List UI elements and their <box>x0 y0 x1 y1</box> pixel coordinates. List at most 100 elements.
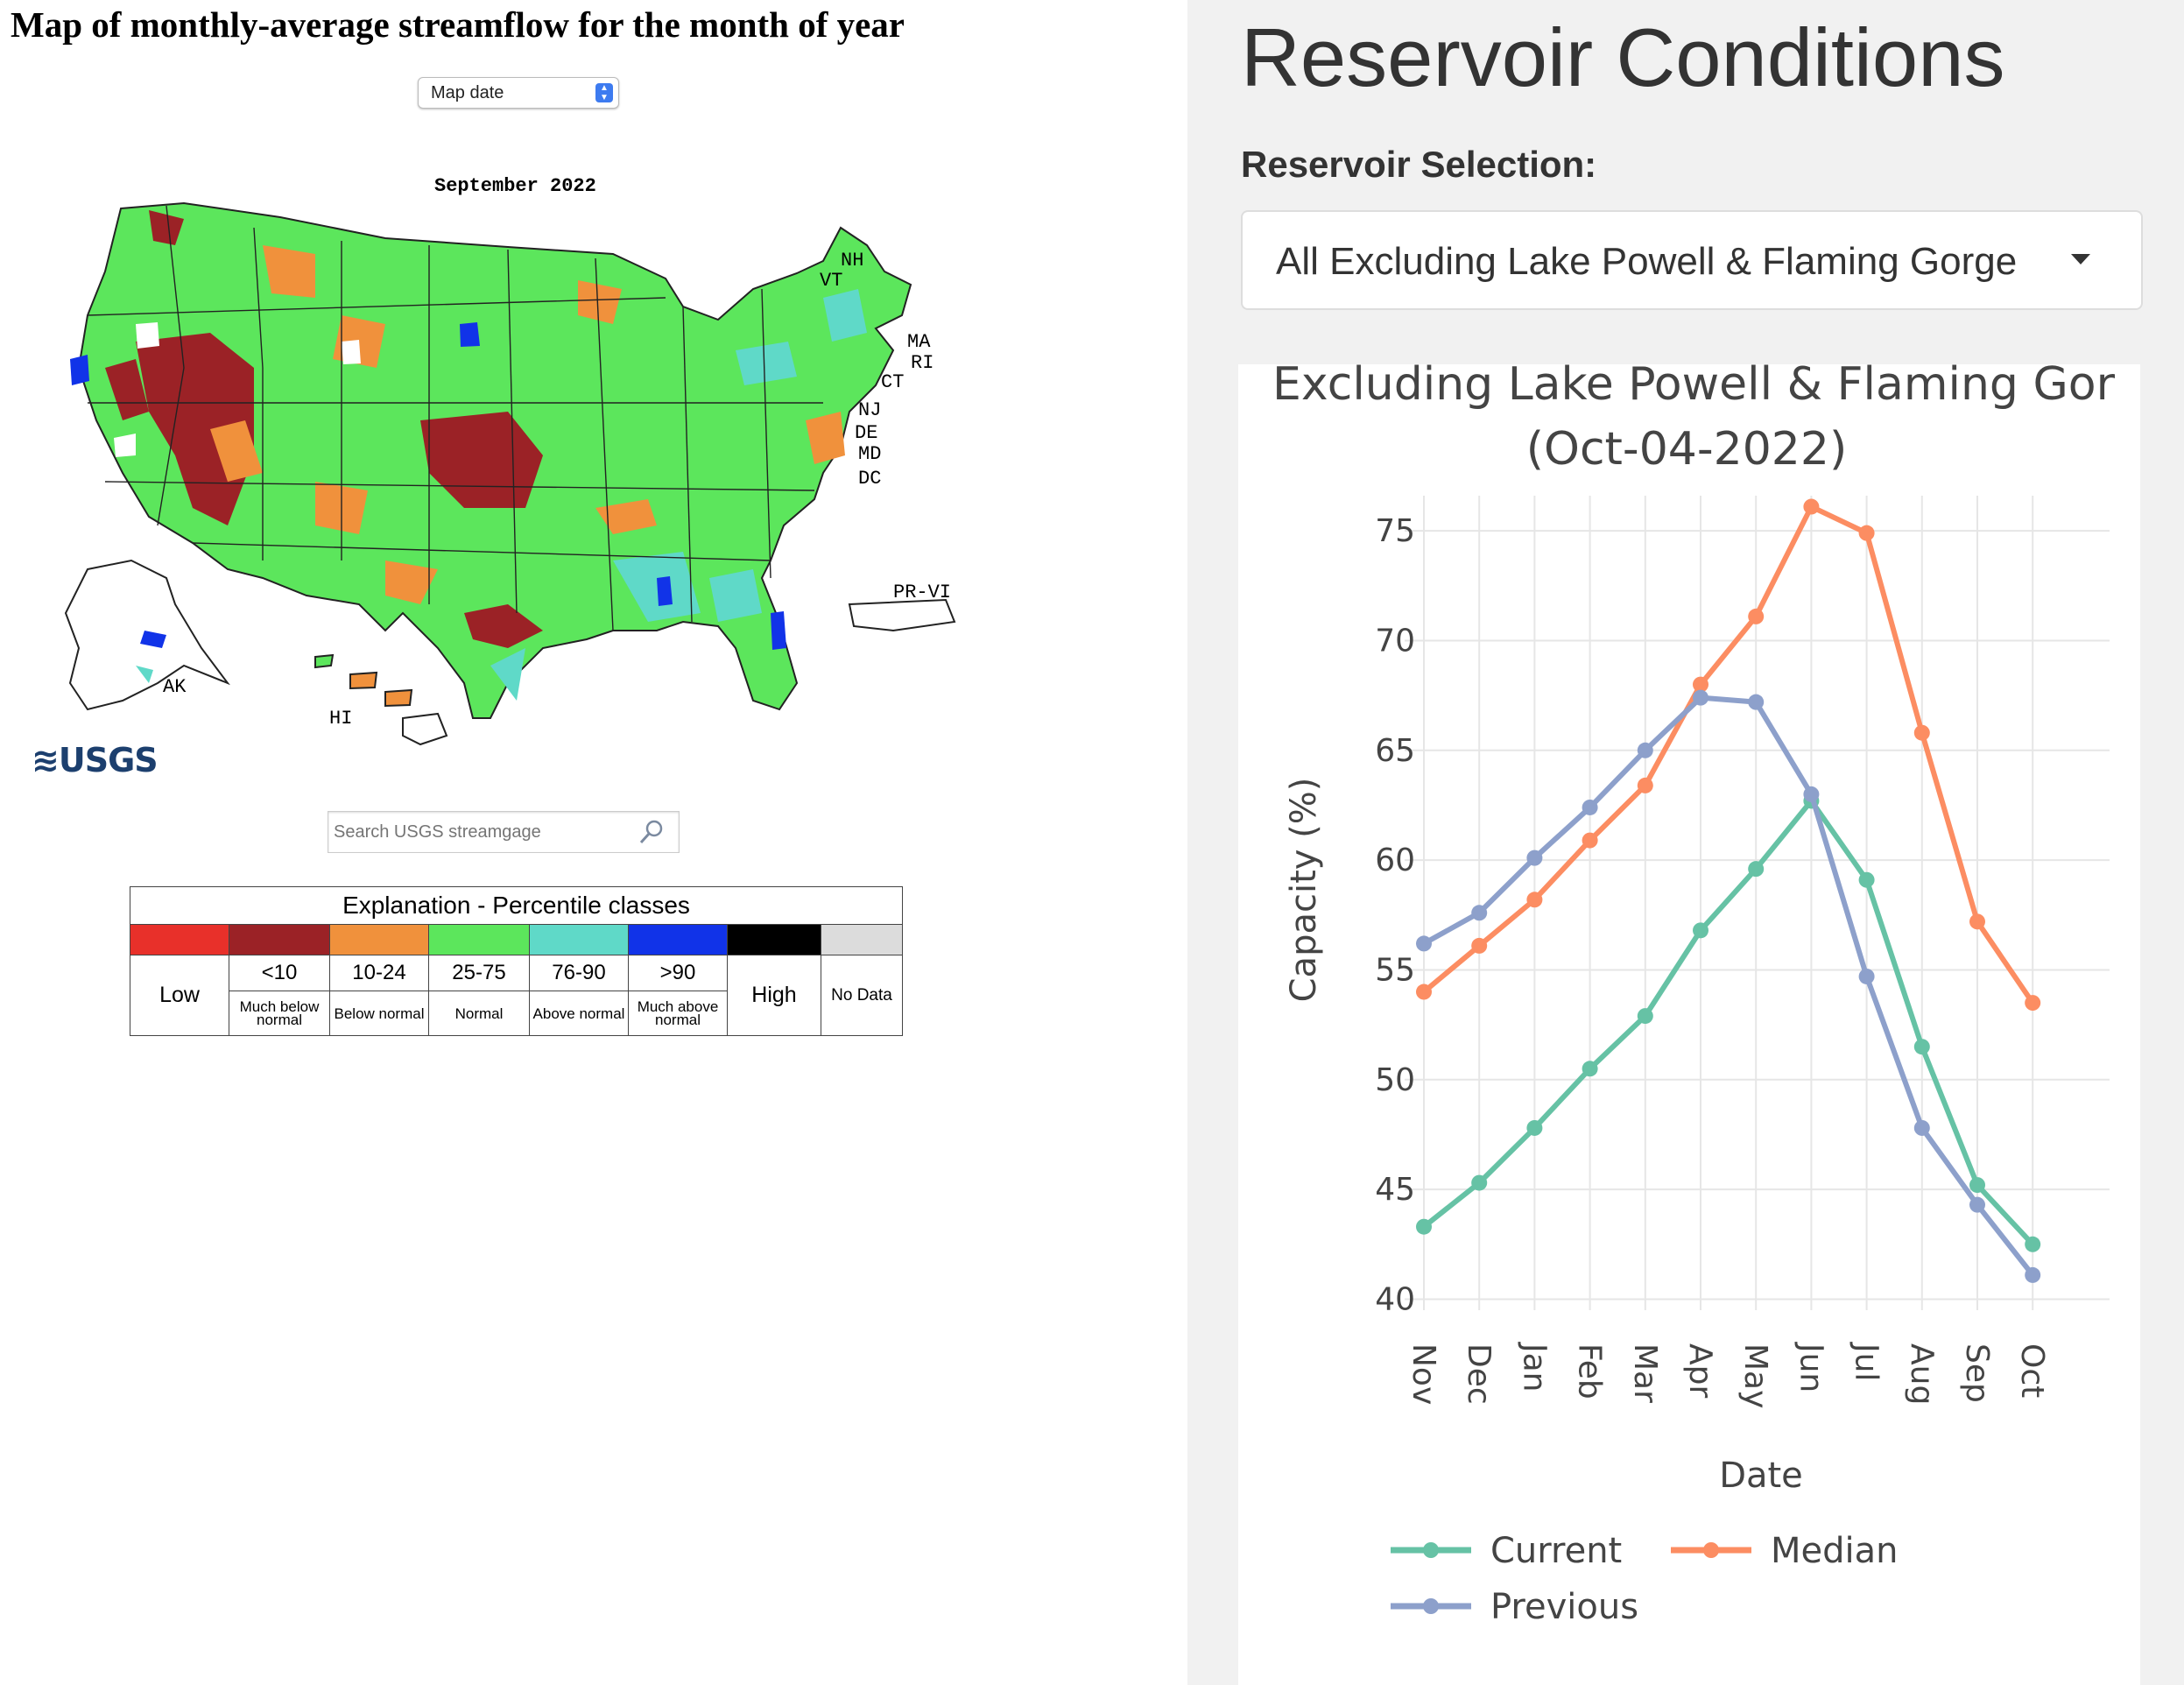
reservoir-chart: Excluding Lake Powell & Flaming Gor (Oct… <box>1238 364 2140 1685</box>
below-normal-patches <box>263 245 315 298</box>
y-tick-label: 40 <box>1375 1281 1415 1317</box>
legend-marker <box>1423 1542 1439 1558</box>
puerto-rico-shape <box>848 598 956 632</box>
no-data-patches <box>136 322 159 349</box>
data-point-current[interactable] <box>1969 1177 1985 1194</box>
class-sub-much-below: Much below normal <box>229 991 330 1036</box>
x-tick-label: Jun <box>1793 1342 1828 1392</box>
data-point-previous[interactable] <box>1416 935 1432 952</box>
swatch-below <box>329 924 429 955</box>
data-point-previous[interactable] <box>1858 968 1875 984</box>
state-label: NJ <box>858 399 881 421</box>
streamflow-map-panel: Map of monthly-average streamflow for th… <box>11 4 981 1036</box>
y-axis-ticks: 40 45 50 55 60 65 70 75 <box>1375 513 1415 1317</box>
state-label-group: NH VT MA RI CT NJ DE MD DC PR-VI AK HI <box>163 250 951 730</box>
swatch-normal <box>428 924 530 955</box>
state-label: MA <box>907 331 931 353</box>
data-point-previous[interactable] <box>1748 694 1765 710</box>
reservoir-title: Reservoir Conditions <box>1241 11 2005 103</box>
data-point-median[interactable] <box>1416 984 1432 1000</box>
data-point-current[interactable] <box>1858 871 1875 888</box>
data-point-median[interactable] <box>2025 995 2041 1012</box>
class-much-above: >90 <box>628 955 728 991</box>
chart-grid <box>1405 496 2110 1310</box>
data-point-current[interactable] <box>1637 1008 1653 1025</box>
legend-marker <box>1703 1542 1719 1558</box>
data-point-current[interactable] <box>1471 1174 1488 1191</box>
class-sub-much-above: Much above normal <box>628 991 728 1036</box>
x-tick-label: Jul <box>1849 1342 1885 1381</box>
x-tick-label: Oct <box>2014 1343 2050 1398</box>
state-label: HI <box>329 708 352 730</box>
data-point-median[interactable] <box>1803 498 1820 515</box>
data-point-median[interactable] <box>1582 832 1598 849</box>
data-point-previous[interactable] <box>1913 1119 1930 1136</box>
swatch-much-below <box>229 924 330 955</box>
swatch-no-data <box>821 924 903 955</box>
magnifier-icon[interactable] <box>637 817 666 847</box>
data-point-previous[interactable] <box>2025 1266 2041 1283</box>
data-point-current[interactable] <box>1913 1039 1930 1055</box>
swatch-high <box>727 924 821 955</box>
map-date-select-label: Map date <box>431 83 504 102</box>
caret-down-icon <box>2071 254 2090 264</box>
data-point-median[interactable] <box>1913 724 1930 741</box>
usgs-logo: ≋USGS <box>32 741 159 779</box>
data-point-median[interactable] <box>1526 892 1543 908</box>
data-point-current[interactable] <box>1693 922 1708 939</box>
reservoir-select[interactable]: All Excluding Lake Powell & Flaming Gorg… <box>1241 210 2143 310</box>
series-line-median <box>1422 504 2035 1005</box>
data-point-previous[interactable] <box>1803 786 1820 802</box>
data-point-previous[interactable] <box>1693 689 1708 706</box>
data-point-previous[interactable] <box>1582 799 1598 815</box>
swatch-much-above <box>628 924 728 955</box>
data-point-current[interactable] <box>2025 1236 2041 1252</box>
x-tick-label: Apr <box>1682 1343 1718 1398</box>
state-label: AK <box>163 676 187 698</box>
class-sub-below: Below normal <box>329 991 429 1036</box>
legend-entry[interactable]: Current <box>1490 1531 1622 1571</box>
legend-entry[interactable]: Previous <box>1490 1587 1638 1627</box>
y-tick-label: 55 <box>1375 952 1415 988</box>
series-line-current <box>1422 798 2035 1246</box>
x-tick-label: May <box>1737 1343 1773 1408</box>
us-streamflow-map[interactable]: NH VT MA RI CT NJ DE MD DC PR-VI AK HI <box>53 193 981 753</box>
data-point-median[interactable] <box>1748 608 1765 624</box>
data-point-previous[interactable] <box>1969 1196 1985 1213</box>
data-point-current[interactable] <box>1416 1218 1432 1235</box>
data-point-current[interactable] <box>1582 1061 1598 1077</box>
select-stepper-icon: ▲ ▼ <box>595 83 613 102</box>
map-title: Map of monthly-average streamflow for th… <box>11 4 905 45</box>
class-no-data: No Data <box>821 955 903 1036</box>
data-point-previous[interactable] <box>1526 850 1543 866</box>
state-label: PR-VI <box>893 582 951 603</box>
series-line-previous <box>1422 694 2035 1277</box>
state-label: DE <box>855 422 877 444</box>
data-point-median[interactable] <box>1471 937 1488 954</box>
streamgage-search-input[interactable] <box>332 819 624 845</box>
state-label: NH <box>841 250 863 271</box>
data-point-previous[interactable] <box>1637 742 1653 758</box>
x-tick-label: Feb <box>1572 1343 1608 1399</box>
x-tick-label: Aug <box>1904 1343 1940 1405</box>
y-axis-label: Capacity (%) <box>1284 778 1324 1003</box>
swatch-above <box>529 924 629 955</box>
chart-series <box>1416 498 2041 1283</box>
data-point-median[interactable] <box>1637 777 1653 793</box>
percentile-legend: Explanation - Percentile classes Low <10… <box>130 886 903 1036</box>
data-point-previous[interactable] <box>1471 905 1488 921</box>
hawaii-shape <box>314 653 448 746</box>
above-normal-patches <box>613 552 701 622</box>
class-low: Low <box>130 955 229 1036</box>
data-point-median[interactable] <box>1969 913 1985 930</box>
dry-region-west <box>136 333 254 525</box>
map-date-select[interactable]: Map date ▲ ▼ <box>418 77 619 109</box>
data-point-median[interactable] <box>1858 525 1875 541</box>
data-point-current[interactable] <box>1526 1119 1543 1136</box>
data-point-current[interactable] <box>1748 861 1765 878</box>
data-point-median[interactable] <box>1693 676 1708 693</box>
legend-entry[interactable]: Median <box>1771 1531 1899 1571</box>
streamgage-search[interactable] <box>328 811 680 853</box>
x-axis-label: Date <box>1719 1456 1803 1496</box>
class-above: 76-90 <box>529 955 629 991</box>
